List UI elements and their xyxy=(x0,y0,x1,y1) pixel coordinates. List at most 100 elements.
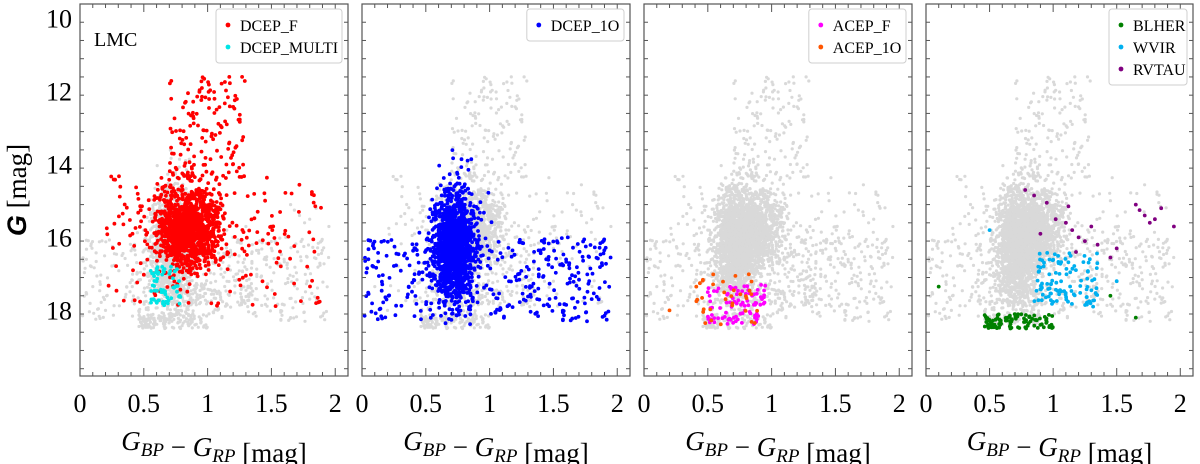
data-point xyxy=(133,226,138,230)
data-point xyxy=(166,238,171,243)
data-point xyxy=(167,177,172,182)
background-point xyxy=(203,298,207,302)
background-point xyxy=(181,299,185,303)
data-point xyxy=(232,98,237,103)
background-point xyxy=(105,294,109,298)
background-point xyxy=(194,298,198,302)
data-point xyxy=(186,147,191,152)
data-point xyxy=(159,243,163,248)
data-point xyxy=(195,274,200,279)
background-point xyxy=(213,288,217,292)
data-point xyxy=(312,249,317,254)
data-point xyxy=(237,277,242,282)
data-point xyxy=(305,264,310,269)
data-point xyxy=(117,241,122,246)
data-point xyxy=(120,211,125,216)
background-point xyxy=(205,279,209,283)
data-point xyxy=(175,202,180,207)
background-point xyxy=(233,291,237,295)
data-point xyxy=(180,262,185,266)
background-point xyxy=(176,320,180,324)
background-point xyxy=(305,279,309,283)
data-point xyxy=(174,129,178,133)
data-point xyxy=(307,230,312,235)
background-point xyxy=(305,255,309,259)
background-point xyxy=(207,312,211,316)
background-point xyxy=(144,260,148,265)
data-point xyxy=(191,99,196,104)
background-point xyxy=(155,164,159,168)
background-point xyxy=(190,279,194,283)
data-point xyxy=(227,224,232,229)
background-point xyxy=(320,239,324,243)
background-point xyxy=(243,265,247,269)
data-point xyxy=(208,212,213,217)
background-point xyxy=(201,294,205,299)
background-point xyxy=(163,263,167,267)
data-point xyxy=(272,236,277,240)
data-point xyxy=(217,191,221,195)
background-point xyxy=(289,296,293,300)
background-point xyxy=(191,298,195,302)
data-point xyxy=(200,173,205,178)
background-point xyxy=(133,248,137,252)
data-point xyxy=(319,205,323,210)
background-point xyxy=(190,326,194,330)
background-point xyxy=(112,252,116,256)
background-point xyxy=(219,295,223,299)
background-point xyxy=(316,252,321,257)
data-point xyxy=(209,255,214,260)
background-point xyxy=(184,311,188,315)
background-point xyxy=(147,219,151,223)
background-point xyxy=(191,292,195,296)
background-point xyxy=(145,285,149,289)
background-point xyxy=(168,308,172,312)
background-point xyxy=(273,239,277,243)
background-point xyxy=(294,271,298,275)
data-point xyxy=(289,191,294,196)
data-point xyxy=(212,217,216,222)
data-point xyxy=(121,298,126,303)
data-point xyxy=(260,279,265,284)
background-point xyxy=(186,320,190,324)
background-point xyxy=(268,309,272,313)
background-point xyxy=(129,249,133,253)
data-point xyxy=(288,256,292,261)
background-point xyxy=(169,156,173,160)
data-point xyxy=(240,246,245,251)
data-point xyxy=(169,208,173,213)
background-point xyxy=(237,269,241,273)
data-point xyxy=(198,200,203,205)
background-point xyxy=(194,303,198,307)
background-point xyxy=(151,206,155,210)
data-point xyxy=(316,300,321,305)
background-point xyxy=(221,275,225,279)
background-point xyxy=(263,294,267,298)
data-point xyxy=(200,75,205,80)
background-point xyxy=(249,282,253,286)
background-point xyxy=(265,304,269,308)
background-point xyxy=(192,316,196,321)
data-point xyxy=(135,191,140,196)
data-point xyxy=(299,299,303,303)
background-point xyxy=(189,296,193,300)
data-point xyxy=(206,181,211,186)
data-point xyxy=(158,195,163,199)
data-point xyxy=(181,105,185,110)
background-point xyxy=(319,315,323,319)
data-point xyxy=(216,263,221,267)
data-point xyxy=(262,191,267,196)
background-point xyxy=(163,277,167,281)
data-point xyxy=(163,234,167,239)
data-point xyxy=(224,242,229,247)
background-point xyxy=(128,290,132,294)
background-point xyxy=(300,237,304,241)
background-point xyxy=(244,288,248,292)
background-point xyxy=(288,273,292,277)
background-point xyxy=(88,264,92,268)
background-point xyxy=(280,313,284,317)
data-point xyxy=(234,223,239,228)
background-point xyxy=(142,248,146,252)
background-point xyxy=(189,289,193,293)
background-point xyxy=(197,302,202,306)
